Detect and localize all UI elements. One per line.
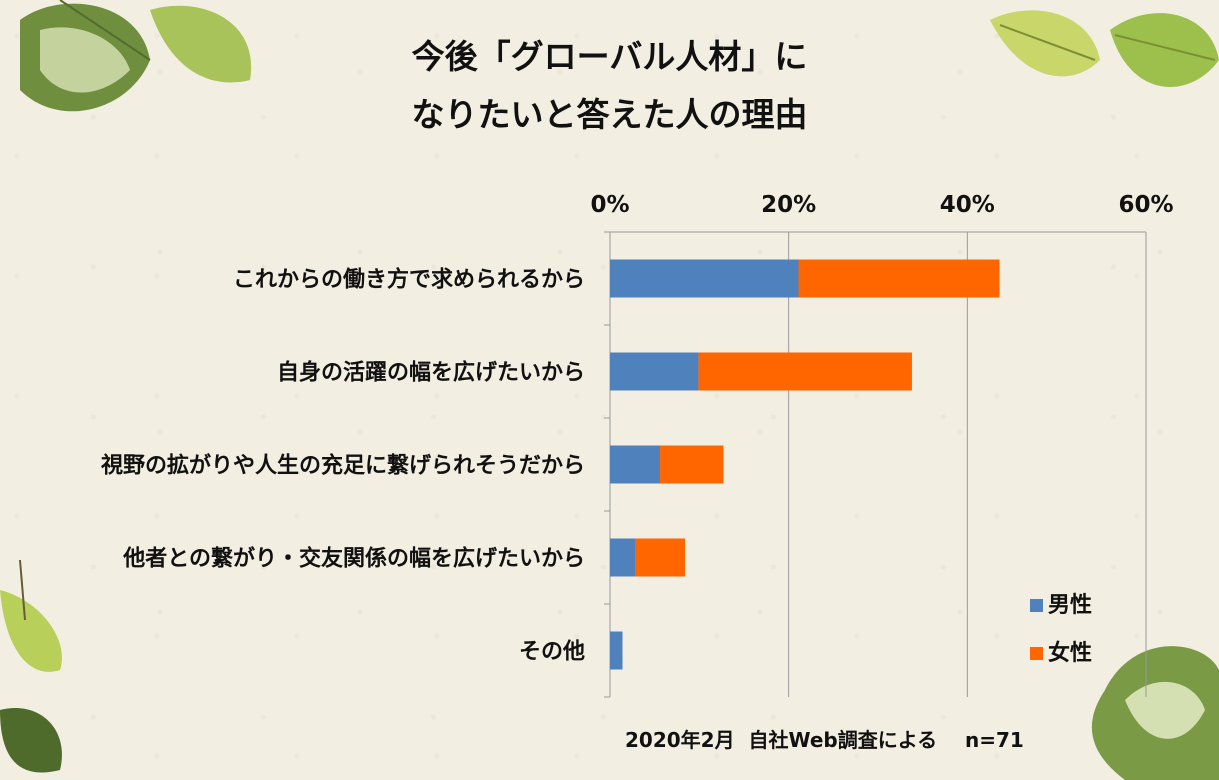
bar-female-3	[635, 538, 686, 577]
x-tick-label: 60%	[1118, 192, 1173, 218]
legend-swatch	[1030, 647, 1043, 660]
bar-male-0	[610, 259, 799, 298]
chart-title: 今後「グローバル人材」に なりたいと答えた人の理由	[0, 28, 1219, 144]
leaf-top-left-icon	[20, 0, 252, 112]
leaf-bottom-right-icon	[1091, 646, 1219, 780]
footnote: 2020年2月 自社Web調査による n=71	[625, 728, 1024, 752]
category-label: その他	[519, 640, 585, 665]
x-tick-label: 40%	[940, 192, 995, 218]
bar-female-1	[698, 352, 912, 391]
bar-female-2	[660, 445, 724, 484]
category-label: 自身の活躍の幅を広げたいから	[277, 360, 585, 386]
bar-male-4	[610, 631, 623, 670]
leaf-bottom-left-icon	[0, 560, 62, 773]
legend-label: 男性	[1048, 593, 1092, 618]
chart-title-line-1: 今後「グローバル人材」に	[411, 37, 808, 76]
category-label: 他者との繋がり・交友関係の幅を広げたいから	[122, 546, 585, 572]
leaf-top-right-icon	[990, 10, 1219, 88]
bar-male-3	[610, 538, 636, 577]
bar-male-2	[610, 445, 661, 484]
bar-male-1	[610, 352, 699, 391]
bar-female-0	[798, 259, 1000, 298]
category-label: これからの働き方で求められるから	[233, 267, 585, 293]
category-label: 視野の拡がりや人生の充足に繋げられそうだから	[101, 453, 585, 479]
legend-swatch	[1030, 599, 1043, 612]
x-tick-label: 0%	[590, 192, 629, 218]
chart-title-line-2: なりたいと答えた人の理由	[411, 95, 808, 134]
x-tick-label: 20%	[761, 192, 816, 218]
legend-label: 女性	[1048, 640, 1092, 666]
